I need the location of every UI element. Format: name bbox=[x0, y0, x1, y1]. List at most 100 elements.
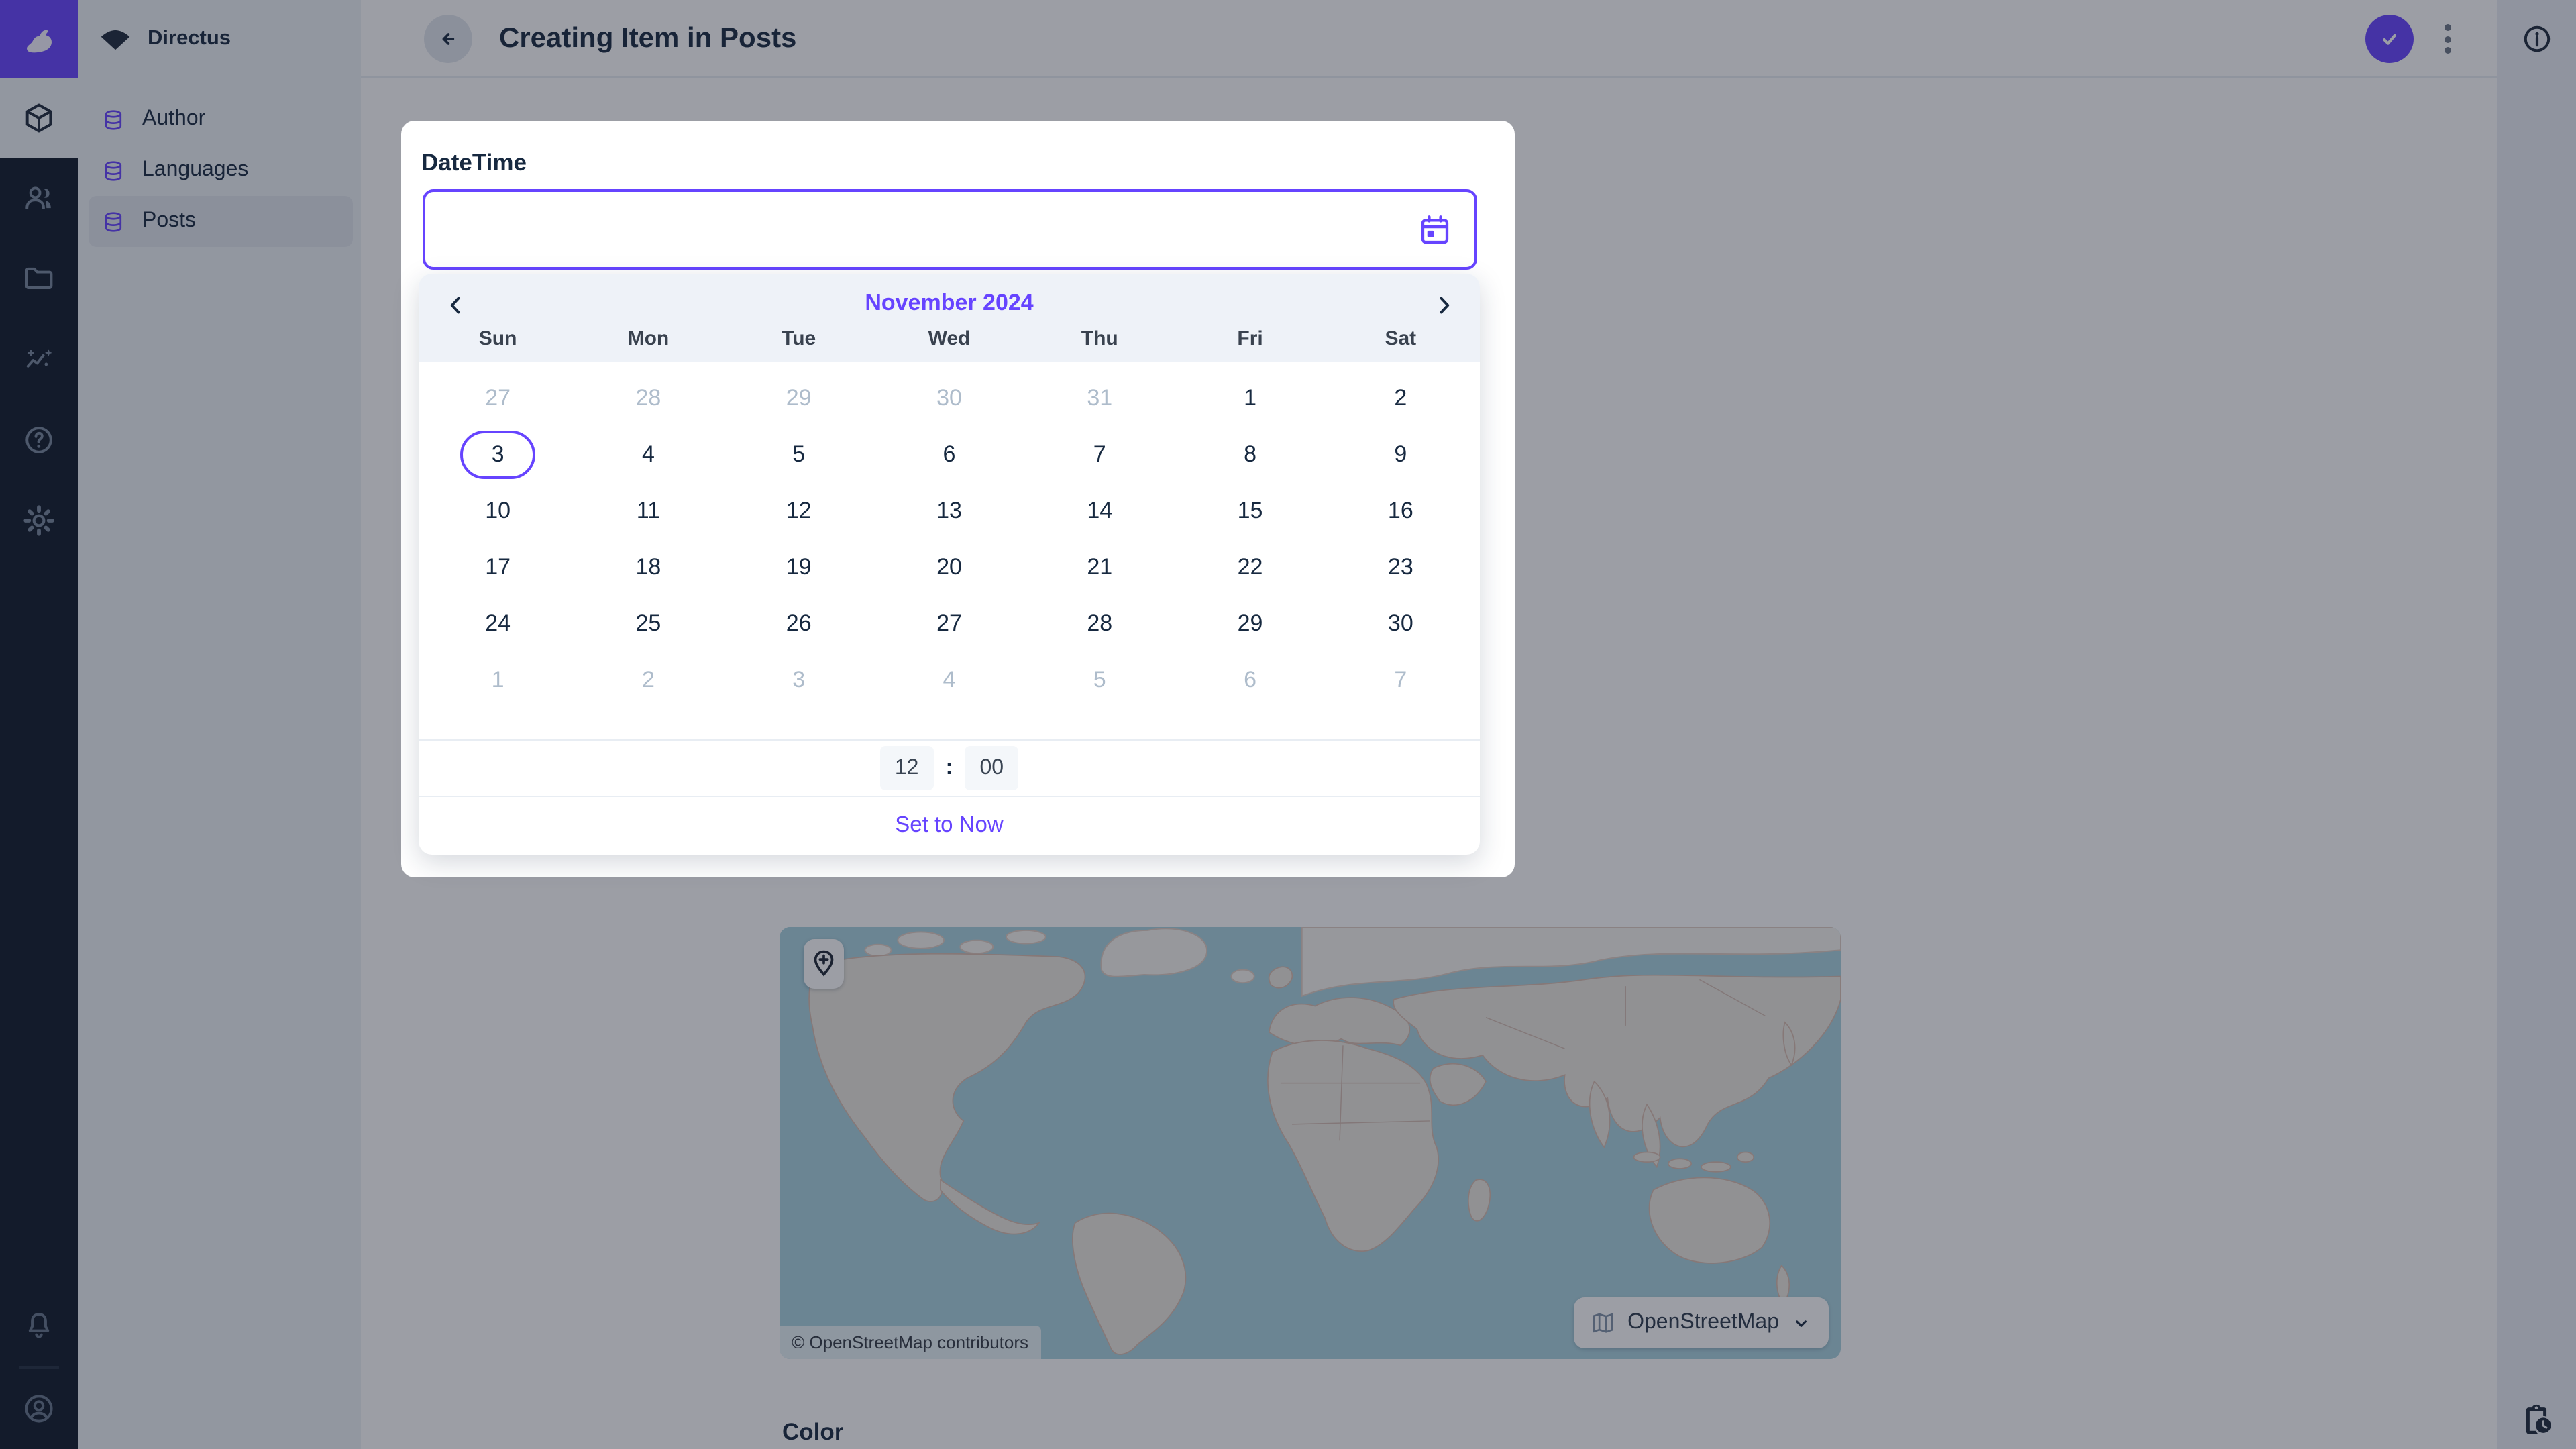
calendar-day[interactable]: 29 bbox=[786, 385, 812, 411]
sidebar-item-author[interactable]: Author bbox=[89, 94, 353, 145]
module-documentation[interactable] bbox=[0, 400, 78, 480]
calendar-day[interactable]: 12 bbox=[786, 498, 812, 523]
weekday-label: Wed bbox=[928, 327, 971, 350]
database-icon bbox=[105, 211, 122, 231]
revisions-button[interactable] bbox=[2518, 1402, 2555, 1438]
calendar-week-row: 3 4 5 6 7 8 9 bbox=[423, 427, 1476, 483]
weekday-label: Sun bbox=[478, 327, 517, 350]
world-map bbox=[780, 927, 1841, 1359]
weekday-label: Thu bbox=[1081, 327, 1118, 350]
module-user-directory[interactable] bbox=[0, 158, 78, 239]
calendar-day[interactable]: 14 bbox=[1087, 498, 1113, 523]
datetime-field[interactable] bbox=[423, 189, 1477, 270]
sidebar-item-label: Posts bbox=[142, 209, 197, 232]
folder-icon bbox=[25, 267, 53, 289]
account-circle-icon bbox=[25, 1395, 53, 1423]
datetime-field-label: DateTime bbox=[421, 149, 527, 176]
more-options-button[interactable] bbox=[2438, 23, 2457, 55]
sidebar-item-label: Author bbox=[142, 107, 206, 130]
calendar-day[interactable]: 21 bbox=[1087, 554, 1113, 580]
month-year-label[interactable]: November 2024 bbox=[865, 290, 1034, 315]
module-insights[interactable] bbox=[0, 319, 78, 400]
calendar-day[interactable]: 25 bbox=[635, 610, 661, 636]
calendar-day[interactable]: 16 bbox=[1387, 498, 1413, 523]
sidebar-item-label: Languages bbox=[142, 158, 249, 181]
calendar-day[interactable]: 7 bbox=[1093, 441, 1106, 467]
map-layer-button[interactable]: OpenStreetMap bbox=[1574, 1297, 1829, 1348]
time-picker: 12 : 00 bbox=[419, 739, 1480, 796]
calendar-day[interactable]: 15 bbox=[1237, 498, 1263, 523]
back-button[interactable] bbox=[424, 15, 472, 63]
minute-input[interactable]: 00 bbox=[965, 746, 1019, 790]
calendar-day[interactable]: 28 bbox=[1087, 610, 1113, 636]
calendar-day[interactable]: 6 bbox=[1244, 667, 1256, 692]
sidebar-item-languages[interactable]: Languages bbox=[89, 145, 353, 196]
info-button[interactable] bbox=[2520, 23, 2553, 55]
module-file-library[interactable] bbox=[0, 239, 78, 319]
calendar-day[interactable]: 5 bbox=[792, 441, 806, 467]
project-logo-button[interactable] bbox=[0, 0, 78, 78]
calendar-day[interactable]: 1 bbox=[1244, 385, 1256, 411]
calendar-day[interactable]: 10 bbox=[485, 498, 511, 523]
calendar-day[interactable]: 2 bbox=[1394, 385, 1407, 411]
notifications-button[interactable] bbox=[0, 1285, 78, 1366]
insights-icon bbox=[26, 349, 52, 368]
calendar-day[interactable]: 22 bbox=[1237, 554, 1263, 580]
datetime-input[interactable] bbox=[425, 192, 1417, 267]
bell-icon bbox=[28, 1313, 50, 1338]
database-icon bbox=[105, 160, 122, 180]
calendar-day-today[interactable]: 3 bbox=[423, 427, 573, 483]
info-icon bbox=[2523, 25, 2550, 52]
calendar-day[interactable]: 17 bbox=[485, 554, 511, 580]
calendar-day[interactable]: 28 bbox=[635, 385, 661, 411]
sidebar-item-posts[interactable]: Posts bbox=[89, 196, 353, 247]
module-content[interactable] bbox=[0, 78, 78, 158]
calendar-day[interactable]: 19 bbox=[786, 554, 812, 580]
set-to-now-button[interactable]: Set to Now bbox=[895, 813, 1004, 837]
module-settings[interactable] bbox=[0, 480, 78, 561]
pending-actions-icon bbox=[2526, 1404, 2551, 1434]
hour-input[interactable]: 12 bbox=[879, 746, 934, 790]
map-field[interactable]: OpenStreetMap © OpenStreetMap contributo… bbox=[780, 927, 1841, 1359]
map-icon bbox=[1593, 1313, 1613, 1333]
project-shield-icon bbox=[101, 29, 130, 50]
weekday-label: Tue bbox=[782, 327, 816, 350]
weekday-row: Sun Mon Tue Wed Thu Fri Sat bbox=[419, 322, 1480, 350]
calendar-day[interactable]: 9 bbox=[1394, 441, 1407, 467]
gear-icon bbox=[23, 505, 54, 536]
project-row[interactable]: Directus bbox=[78, 0, 361, 78]
calendar-week-row: 17 18 19 20 21 22 23 bbox=[423, 539, 1476, 596]
weekday-label: Fri bbox=[1237, 327, 1263, 350]
account-button[interactable] bbox=[0, 1368, 78, 1449]
calendar-day[interactable]: 13 bbox=[936, 498, 962, 523]
calendar-day[interactable]: 6 bbox=[943, 441, 956, 467]
calendar-day[interactable]: 18 bbox=[635, 554, 661, 580]
calendar-day[interactable]: 7 bbox=[1394, 667, 1407, 692]
calendar-day[interactable]: 3 bbox=[792, 667, 806, 692]
calendar-day[interactable]: 27 bbox=[936, 610, 962, 636]
calendar-day[interactable]: 4 bbox=[641, 441, 655, 467]
calendar-day[interactable]: 5 bbox=[1093, 667, 1106, 692]
calendar-day[interactable]: 23 bbox=[1387, 554, 1413, 580]
calendar-day[interactable]: 2 bbox=[641, 667, 655, 692]
calendar-day[interactable]: 29 bbox=[1237, 610, 1263, 636]
calendar-day[interactable]: 1 bbox=[491, 667, 504, 692]
previous-month-button[interactable] bbox=[437, 287, 472, 322]
calendar-day[interactable]: 8 bbox=[1244, 441, 1256, 467]
calendar-day[interactable]: 4 bbox=[943, 667, 956, 692]
save-button[interactable] bbox=[2365, 15, 2414, 63]
add-location-button[interactable] bbox=[804, 939, 844, 989]
calendar-day[interactable]: 26 bbox=[786, 610, 812, 636]
next-month-button[interactable] bbox=[1426, 287, 1461, 322]
calendar-day[interactable]: 30 bbox=[1387, 610, 1413, 636]
calendar-day[interactable]: 31 bbox=[1087, 385, 1113, 411]
calendar-day[interactable]: 27 bbox=[485, 385, 511, 411]
calendar-day[interactable]: 30 bbox=[936, 385, 962, 411]
location-pin-icon bbox=[814, 949, 834, 976]
calendar-day[interactable]: 11 bbox=[636, 498, 661, 523]
calendar-day[interactable]: 20 bbox=[936, 554, 962, 580]
directus-rabbit-icon bbox=[27, 30, 52, 53]
calendar-day[interactable]: 24 bbox=[485, 610, 511, 636]
calendar-icon[interactable] bbox=[1417, 211, 1453, 248]
